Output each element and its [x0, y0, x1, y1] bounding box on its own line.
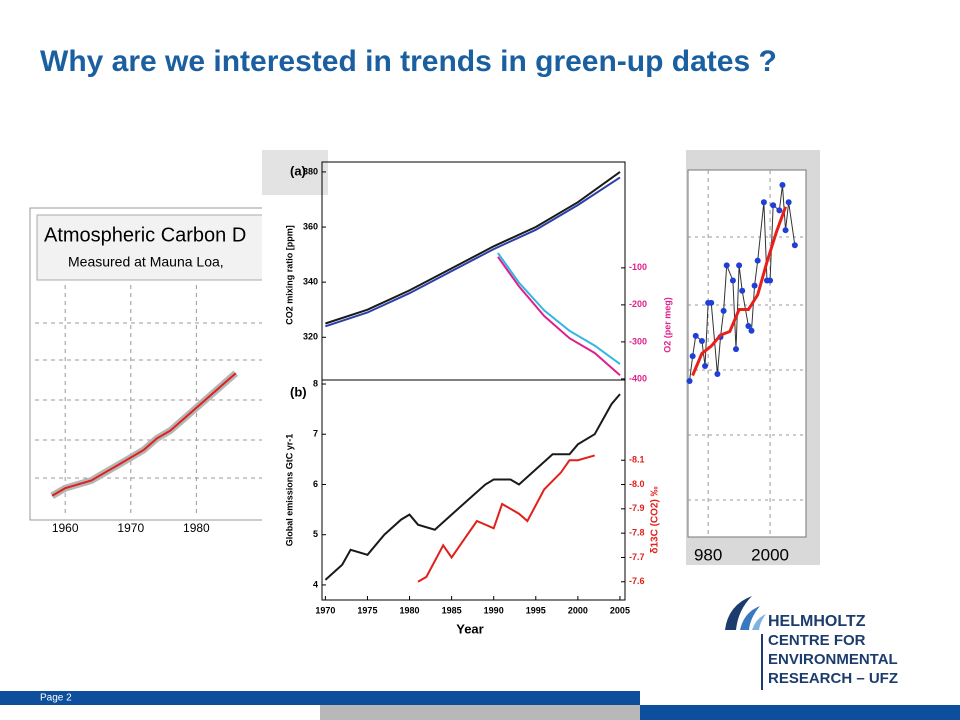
- data-point: [760, 199, 767, 206]
- y2-axis-label: δ13C (CO2) ‰: [650, 486, 661, 553]
- frame-strip: [262, 150, 328, 195]
- y-tick-label: 340: [303, 277, 318, 287]
- data-point: [785, 199, 792, 206]
- y2-tick-label: -7.9: [629, 503, 645, 513]
- data-point: [702, 362, 709, 369]
- x-tick-label: 1990: [484, 605, 504, 615]
- x-tick-label: 1960: [52, 521, 79, 535]
- y-axis-label: CO2 mixing ratio [ppm]: [284, 225, 294, 325]
- x-tick-label: 1995: [526, 605, 546, 615]
- logo-icon: [740, 606, 760, 630]
- y-tick-label: 380: [303, 166, 318, 176]
- y2-tick-label: -8.1: [629, 455, 645, 465]
- logo-name: HELMHOLTZ: [768, 613, 866, 630]
- y2-tick-label: -8.0: [629, 479, 645, 489]
- chart-title: Atmospheric Carbon D: [44, 224, 246, 246]
- data-line: [497, 252, 621, 365]
- data-point: [723, 262, 730, 269]
- data-point: [689, 353, 696, 360]
- data-point: [782, 227, 789, 234]
- y-tick-label: 4: [313, 579, 318, 589]
- x-tick-label: 1970: [315, 605, 335, 615]
- data-point: [745, 322, 752, 329]
- y2-tick-label: -7.6: [629, 576, 645, 586]
- panel-label: (a): [290, 163, 306, 178]
- y2-tick-label: -300: [629, 336, 647, 346]
- y2-tick-label: -200: [629, 299, 647, 309]
- data-line: [691, 206, 788, 377]
- x-tick-label: 1985: [442, 605, 462, 615]
- x-tick-label: 1980: [183, 521, 210, 535]
- logo-line: ENVIRONMENTAL: [768, 651, 898, 668]
- data-point: [791, 242, 798, 249]
- y2-tick-label: -100: [629, 262, 647, 272]
- footer-bar: [320, 705, 640, 720]
- x-tick-label: 1980: [400, 605, 420, 615]
- y2-tick-label: -400: [629, 373, 647, 383]
- data-line: [51, 372, 237, 497]
- chart-subtitle: Measured at Mauna Loa,: [68, 254, 224, 270]
- middle-chart: (a) CO2 mixing ratio [ppm] O2 (per meg) …: [262, 150, 686, 640]
- chart-frame: [262, 150, 686, 640]
- x-tick-label: 2000: [751, 545, 789, 564]
- data-point: [767, 277, 774, 284]
- data-point: [720, 307, 727, 314]
- y-axis-label: Global emissions GtC yr-1: [284, 434, 294, 547]
- x-tick-label: 1975: [357, 605, 377, 615]
- panel-label: (b): [290, 384, 307, 399]
- grid: [688, 236, 806, 501]
- data-line: [324, 393, 621, 581]
- y2-axis-label: O2 (per meg): [662, 297, 672, 353]
- y-tick-label: 360: [303, 221, 318, 231]
- data-point: [714, 371, 721, 378]
- data-point: [729, 277, 736, 284]
- x-axis-label: Year: [456, 621, 483, 636]
- data-point: [739, 287, 746, 294]
- data-point: [736, 262, 743, 269]
- y-tick-label: 7: [313, 429, 318, 439]
- data-line: [497, 256, 621, 376]
- y-tick-label: 320: [303, 332, 318, 342]
- data-point: [770, 202, 777, 209]
- data-point: [776, 207, 783, 214]
- logo-line: CENTRE FOR: [768, 632, 866, 649]
- logo-icon: [752, 614, 766, 630]
- middle-chart-b: (b) Global emissions GtC yr-1 δ13C (CO2)…: [284, 378, 660, 636]
- data-point: [754, 257, 761, 264]
- x-tick-label: 1970: [117, 521, 144, 535]
- data-point: [779, 182, 786, 189]
- y2-tick-label: -7.8: [629, 528, 645, 538]
- slide-title: Why are we interested in trends in green…: [40, 45, 777, 78]
- data-point: [698, 338, 705, 345]
- y-tick-label: 8: [313, 378, 318, 388]
- y-tick-label: 5: [313, 529, 318, 539]
- logo-icon: [725, 596, 752, 630]
- x-tick-label: 2000: [568, 605, 588, 615]
- x-tick-label: 2005: [610, 605, 630, 615]
- logo-line: RESEARCH – UFZ: [768, 670, 898, 687]
- data-point: [748, 327, 755, 334]
- x-tick-label: 980: [694, 545, 722, 564]
- data-point: [733, 346, 740, 353]
- data-line: [325, 176, 621, 328]
- data-point: [692, 332, 699, 339]
- footer-bar: [0, 691, 640, 705]
- logo: HELMHOLTZ CENTRE FOR ENVIRONMENTAL RESEA…: [725, 596, 898, 690]
- y2-tick-label: -7.7: [629, 552, 645, 562]
- data-point: [751, 282, 758, 289]
- footer-bar: [640, 705, 960, 720]
- data-line: [325, 171, 621, 325]
- connector-line: [689, 184, 796, 382]
- page-label: Page 2: [40, 693, 72, 704]
- plot-area: [321, 379, 626, 601]
- data-point: [708, 299, 715, 306]
- data-line: [417, 454, 595, 583]
- data-point: [686, 378, 693, 385]
- y-tick-label: 6: [313, 479, 318, 489]
- grid: [35, 322, 262, 479]
